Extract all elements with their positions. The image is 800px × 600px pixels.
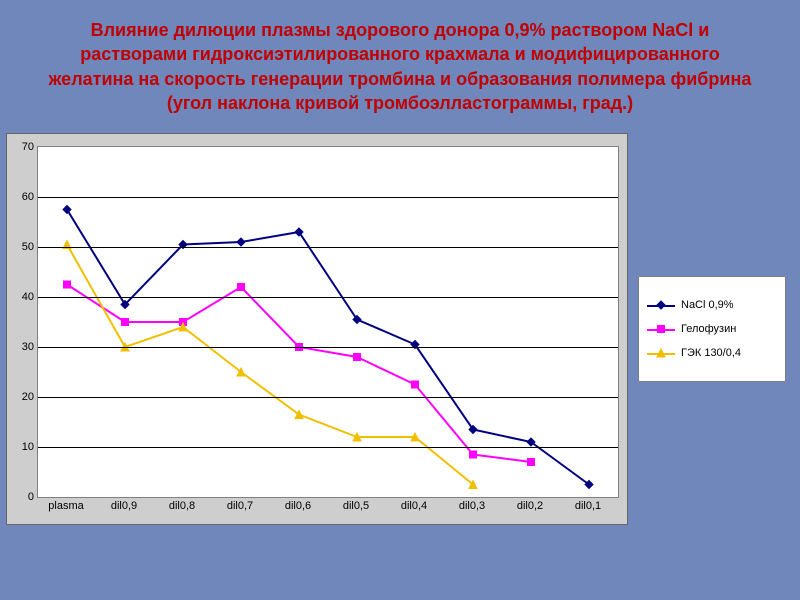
x-axis-labels: plasmadil0,9dil0,8dil0,7dil0,6dil0,5dil0… <box>37 500 617 512</box>
series-marker <box>237 238 245 246</box>
legend-label: ГЭК 130/0,4 <box>681 347 741 359</box>
series-marker <box>528 459 535 466</box>
y-tick-label: 70 <box>8 141 38 153</box>
series-line <box>67 285 531 463</box>
legend-item: ГЭК 130/0,4 <box>647 347 777 359</box>
chart-wrap: 010203040506070 plasmadil0,9dil0,8dil0,7… <box>0 125 800 525</box>
y-tick-label: 0 <box>8 491 38 503</box>
series-marker <box>238 284 245 291</box>
x-tick-label: dil0,8 <box>153 500 211 512</box>
legend-item: NaCl 0,9% <box>647 299 777 311</box>
legend: NaCl 0,9% Гелофузин ГЭК 130/0,4 <box>638 276 786 382</box>
legend-label: Гелофузин <box>681 323 736 335</box>
plot-area: 010203040506070 <box>37 146 619 498</box>
legend-swatch <box>647 347 675 359</box>
x-tick-label: dil0,4 <box>385 500 443 512</box>
series-marker <box>64 281 71 288</box>
legend-swatch <box>647 299 675 311</box>
legend-swatch <box>647 323 675 335</box>
chart-svg <box>38 147 618 497</box>
y-tick-label: 60 <box>8 191 38 203</box>
series-line <box>67 245 473 485</box>
y-tick-label: 10 <box>8 441 38 453</box>
x-tick-label: plasma <box>37 500 95 512</box>
x-tick-label: dil0,2 <box>501 500 559 512</box>
x-tick-label: dil0,3 <box>443 500 501 512</box>
y-tick-label: 30 <box>8 341 38 353</box>
slide: Влияние дилюции плазмы здорового донора … <box>0 0 800 600</box>
x-tick-label: dil0,7 <box>211 500 269 512</box>
x-tick-label: dil0,9 <box>95 500 153 512</box>
series-marker <box>412 381 419 388</box>
series-marker <box>470 451 477 458</box>
series-marker <box>354 354 361 361</box>
y-tick-label: 20 <box>8 391 38 403</box>
x-tick-label: dil0,6 <box>269 500 327 512</box>
x-tick-label: dil0,5 <box>327 500 385 512</box>
line-chart: 010203040506070 plasmadil0,9dil0,8dil0,7… <box>6 133 628 525</box>
y-tick-label: 40 <box>8 291 38 303</box>
series-marker <box>122 319 129 326</box>
x-tick-label: dil0,1 <box>559 500 617 512</box>
legend-item: Гелофузин <box>647 323 777 335</box>
y-tick-label: 50 <box>8 241 38 253</box>
legend-label: NaCl 0,9% <box>681 299 734 311</box>
chart-title: Влияние дилюции плазмы здорового донора … <box>0 0 800 125</box>
